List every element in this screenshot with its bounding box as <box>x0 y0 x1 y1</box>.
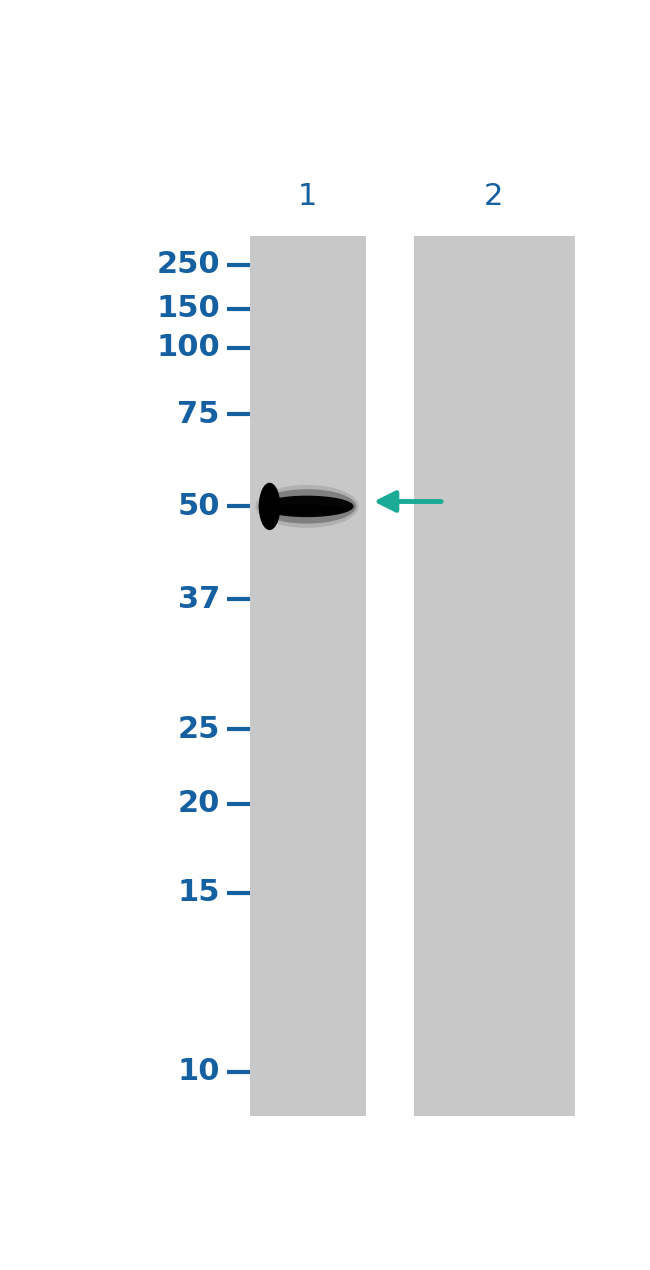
Text: 100: 100 <box>156 334 220 362</box>
Text: 2: 2 <box>484 182 503 211</box>
Text: 20: 20 <box>177 789 220 818</box>
Ellipse shape <box>258 489 356 523</box>
Bar <box>250 235 366 1115</box>
Text: 150: 150 <box>156 295 220 324</box>
Ellipse shape <box>255 485 359 528</box>
Bar <box>414 235 575 1115</box>
Text: 50: 50 <box>177 491 220 521</box>
Text: 75: 75 <box>177 400 220 429</box>
Text: 10: 10 <box>177 1057 220 1086</box>
Text: 1: 1 <box>297 182 317 211</box>
Ellipse shape <box>260 495 354 517</box>
Text: 15: 15 <box>177 878 220 907</box>
Ellipse shape <box>259 483 280 530</box>
Ellipse shape <box>260 504 344 516</box>
Text: 25: 25 <box>177 715 220 744</box>
Text: 250: 250 <box>156 250 220 279</box>
Text: 37: 37 <box>177 584 220 613</box>
